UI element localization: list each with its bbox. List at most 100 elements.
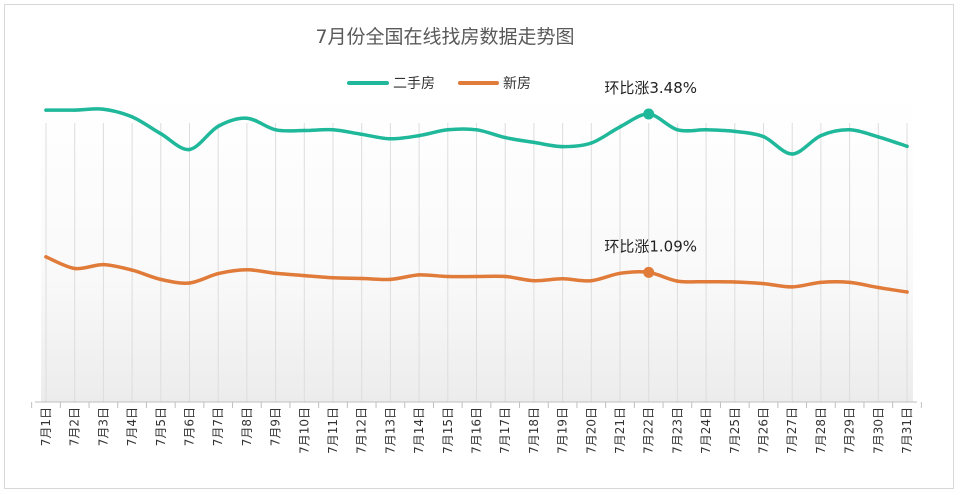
x-tick-label: 7月29日 <box>843 407 857 454</box>
vertical-gridlines <box>45 123 908 402</box>
x-tick-label: 7月7日 <box>211 407 225 446</box>
x-tick-label: 7月31日 <box>900 407 914 454</box>
x-tick-label: 7月26日 <box>757 407 771 454</box>
series-0-point <box>790 152 794 156</box>
series-1-point <box>446 274 450 279</box>
series-1-point <box>847 280 852 285</box>
x-tick-label: 7月13日 <box>383 407 397 454</box>
legend-label-second-hand: 二手房 <box>393 76 435 92</box>
series-1-point <box>302 273 307 278</box>
series-0-point <box>560 144 565 149</box>
series-1-point <box>876 285 881 290</box>
series-0-point <box>101 107 106 111</box>
series-1-point <box>532 278 536 283</box>
series-0-point <box>474 128 479 132</box>
x-tick-label: 7月16日 <box>470 407 484 454</box>
series-0-point <box>733 129 737 134</box>
series-0-point <box>302 128 307 133</box>
series-1-point <box>331 276 335 280</box>
x-tick-label: 7月1日 <box>39 407 53 446</box>
x-tick-label: 7月8日 <box>240 407 254 446</box>
series-0-point <box>130 115 134 119</box>
x-tick-label: 7月23日 <box>670 407 684 454</box>
x-tick-label: 7月2日 <box>68 407 82 446</box>
line-chart: 7月1日 7月2日 7月3日 7月4日 7月5日 7月6日 7月7日 7月8日 7月9日 7月10… <box>31 26 922 454</box>
series-1-point <box>503 274 507 279</box>
series-0-point <box>675 128 680 132</box>
x-tick-label: 7月14日 <box>412 407 426 454</box>
chart-frame: 7月1日 7月2日 7月3日 7月4日 7月5日 7月6日 7月7日 7月8日 7月9日 7月10… <box>4 4 954 489</box>
legend-item-second-hand: 二手房 <box>347 76 435 92</box>
series-1-point <box>159 277 163 282</box>
series-1-point <box>273 271 278 276</box>
series-0-point <box>618 125 622 129</box>
x-tick-label: 7月20日 <box>584 407 598 454</box>
series-1-point <box>359 276 364 281</box>
x-tick-label: 7月6日 <box>183 407 197 446</box>
chart-title: 7月份全国在线找房数据走势图 <box>315 26 574 48</box>
series-0-point <box>704 128 708 132</box>
series-0-point <box>159 131 163 136</box>
series-0-point <box>905 144 909 149</box>
series-1-point <box>216 271 220 276</box>
x-tick-label: 7月17日 <box>498 407 512 454</box>
series-0-point <box>876 135 881 139</box>
series-0-point <box>245 116 249 120</box>
series-0-point <box>216 124 220 129</box>
series-1-point <box>560 277 565 281</box>
series-1-point <box>589 278 594 283</box>
x-tick-label: 7月3日 <box>96 407 110 446</box>
series-1-point <box>675 279 680 283</box>
x-tick-label: 7月21日 <box>613 407 627 454</box>
series-1-point <box>245 268 249 272</box>
series-1-point <box>905 290 909 294</box>
series-1-point <box>704 279 708 284</box>
x-tick-label: 7月11日 <box>326 407 340 454</box>
series-1-point <box>101 262 106 267</box>
series-1-point <box>819 280 823 285</box>
series-0-point <box>532 140 536 145</box>
x-tick-label: 7月25日 <box>728 407 742 454</box>
series-0-point <box>417 133 421 138</box>
legend-label-new-house: 新房 <box>503 76 531 92</box>
x-tick-label: 7月15日 <box>441 407 455 454</box>
series-0-point <box>331 128 335 132</box>
x-tick-label: 7月22日 <box>642 407 656 454</box>
series-1-point <box>790 285 794 289</box>
series-1-point <box>417 273 421 277</box>
chart-annotations: 环比涨3.48% 环比涨1.09% <box>604 79 697 278</box>
series-0-point <box>44 108 48 112</box>
series-1-point <box>761 281 766 286</box>
x-tick-label: 7月5日 <box>154 407 168 446</box>
x-axis-tick-labels: 7月1日 7月2日 7月3日 7月4日 7月5日 7月6日 7月7日 7月8日 7月9日 7月10… <box>39 407 914 454</box>
series-1-point <box>733 280 737 284</box>
series-0-point <box>819 133 823 138</box>
series-1-point <box>388 277 393 282</box>
series-0-point <box>847 128 852 132</box>
annotation-marker <box>643 266 655 278</box>
series-1-point <box>474 274 479 279</box>
x-tick-label: 7月30日 <box>871 407 885 454</box>
annotation-label: 环比涨3.48% <box>604 79 697 97</box>
x-tick-label: 7月12日 <box>355 407 369 454</box>
series-0-point <box>72 108 77 112</box>
series-0-point <box>589 141 594 145</box>
series-1-point <box>72 266 77 271</box>
series-markers <box>44 107 909 294</box>
series-0-point <box>446 128 450 132</box>
x-tick-label: 7月28日 <box>814 407 828 454</box>
series-0-point <box>503 135 507 140</box>
x-tick-label: 7月19日 <box>556 407 570 454</box>
legend: 二手房 新房 <box>347 76 531 92</box>
x-tick-label: 7月10日 <box>297 407 311 454</box>
series-0-point <box>761 134 766 139</box>
annotation-label: 环比涨1.09% <box>604 237 697 255</box>
series-0-point <box>187 147 192 152</box>
series-0-point <box>273 128 278 132</box>
x-tick-label: 7月27日 <box>785 407 799 454</box>
x-tick-label: 7月4日 <box>125 407 139 446</box>
legend-item-new-house: 新房 <box>458 76 531 92</box>
x-tick-label: 7月18日 <box>527 407 541 454</box>
series-1-point <box>44 255 48 259</box>
x-tick-label: 7月24日 <box>699 407 713 454</box>
